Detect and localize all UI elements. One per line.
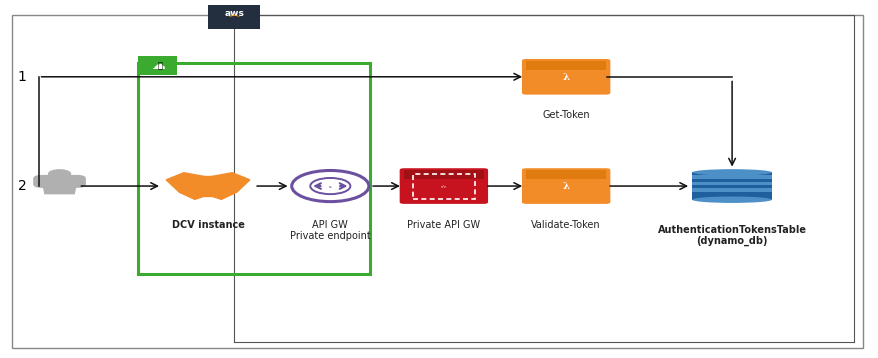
FancyBboxPatch shape — [138, 55, 177, 75]
FancyBboxPatch shape — [404, 170, 483, 179]
FancyBboxPatch shape — [11, 15, 862, 348]
Text: aws: aws — [224, 9, 244, 18]
Text: </>: </> — [441, 185, 446, 189]
Text: λ: λ — [562, 182, 569, 192]
Text: Validate-Token: Validate-Token — [530, 219, 601, 229]
Ellipse shape — [692, 169, 771, 176]
FancyBboxPatch shape — [522, 168, 609, 204]
FancyBboxPatch shape — [692, 175, 771, 179]
Text: ⁀: ⁀ — [229, 17, 239, 27]
FancyBboxPatch shape — [692, 182, 771, 185]
Text: ☁: ☁ — [151, 58, 164, 72]
Polygon shape — [166, 173, 249, 199]
Ellipse shape — [692, 197, 771, 203]
Text: Private API GW: Private API GW — [407, 219, 480, 229]
FancyBboxPatch shape — [692, 173, 771, 200]
Text: λ: λ — [562, 73, 569, 82]
Circle shape — [291, 170, 369, 202]
Text: API GW
Private endpoint: API GW Private endpoint — [290, 219, 371, 241]
Text: 2: 2 — [18, 179, 26, 193]
Text: Get-Token: Get-Token — [542, 110, 589, 120]
Polygon shape — [42, 179, 77, 194]
FancyBboxPatch shape — [526, 61, 605, 69]
FancyBboxPatch shape — [399, 168, 487, 204]
Text: 🔒: 🔒 — [158, 62, 162, 71]
Text: AuthenticationTokensTable
(dynamo_db): AuthenticationTokensTable (dynamo_db) — [657, 224, 806, 246]
FancyBboxPatch shape — [692, 188, 771, 192]
Text: 1: 1 — [18, 70, 26, 84]
Polygon shape — [203, 176, 213, 196]
FancyBboxPatch shape — [526, 170, 605, 179]
Circle shape — [310, 178, 350, 194]
FancyBboxPatch shape — [208, 5, 260, 29]
Circle shape — [47, 169, 71, 179]
FancyBboxPatch shape — [522, 59, 609, 95]
FancyBboxPatch shape — [33, 175, 86, 188]
Text: ↻: ↻ — [328, 184, 331, 188]
Text: DCV instance: DCV instance — [171, 219, 244, 229]
